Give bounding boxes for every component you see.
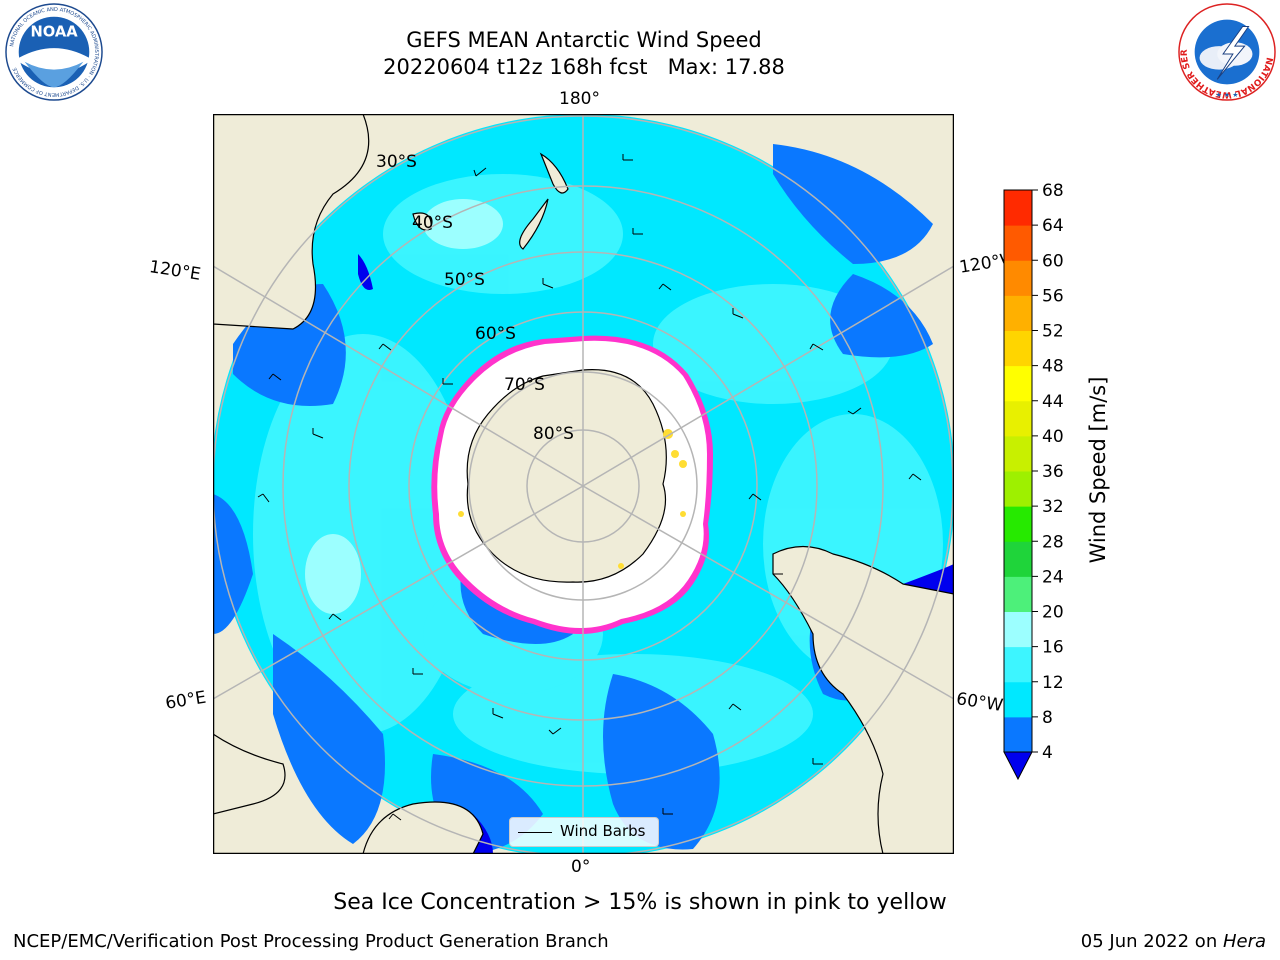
colorbar-tick-label: 44 (1042, 392, 1064, 412)
colorbar-segment (1004, 435, 1032, 472)
landmass-south-africa (362, 801, 484, 854)
lat-label-60s: 60°S (475, 324, 516, 344)
colorbar-segment (1004, 471, 1032, 507)
colorbar-segment (1004, 541, 1032, 577)
sea-ice-caption: Sea Ice Concentration > 15% is shown in … (333, 890, 947, 915)
map-border (213, 114, 954, 854)
nws-logo: NATIONAL WEATHER SERVICE ★ ★ ★ (1178, 3, 1276, 101)
colorbar-label: Wind Speed [m/s] (1086, 376, 1110, 564)
landmass-madagascar (213, 733, 286, 815)
lat-label-80s: 80°S (533, 424, 574, 444)
legend-label: Wind Barbs (560, 822, 646, 840)
footer-host: Hera (1222, 931, 1266, 952)
colorbar-segment (1004, 681, 1032, 718)
lat-label-30s: 30°S (376, 152, 417, 172)
colorbar-segment (1004, 225, 1032, 261)
colorbar-segment (1004, 190, 1032, 226)
colorbar-tick-label: 16 (1042, 638, 1064, 658)
lon-label-180: 180° (559, 89, 600, 109)
colorbar-tick-label: 52 (1042, 322, 1064, 342)
footer-date-text: 05 Jun 2022 on (1080, 931, 1223, 952)
lat-label-50s: 50°S (444, 270, 485, 290)
noaa-logo: NOAA NATIONAL OCEANIC AND ATMOSPHERIC AD… (5, 3, 103, 101)
colorbar-segment (1004, 400, 1032, 437)
colorbar-tick-label: 40 (1042, 427, 1064, 447)
legend-line-swatch (518, 832, 552, 833)
colorbar-tick-label: 4 (1042, 743, 1053, 763)
polar-map (213, 114, 954, 854)
colorbar-tick-label: 48 (1042, 357, 1064, 377)
colorbar-tick-label: 32 (1042, 497, 1064, 517)
colorbar-tick-label: 64 (1042, 216, 1064, 236)
chart-title: GEFS MEAN Antarctic Wind Speed (406, 28, 762, 52)
landmass-new-zealand-south (519, 198, 549, 250)
colorbar-segment (1004, 260, 1032, 296)
colorbar-segment (1004, 330, 1032, 367)
lat-label-40s: 40°S (412, 213, 453, 233)
colorbar-tick-label: 24 (1042, 567, 1064, 587)
colorbar-tick-label: 20 (1042, 603, 1064, 623)
landmass-new-zealand-north (539, 152, 569, 194)
svg-text:★ ★ ★: ★ ★ ★ (1216, 91, 1239, 99)
footer-date: 05 Jun 2022 on Hera (1081, 931, 1266, 952)
colorbar-tick-label: 28 (1042, 532, 1064, 552)
landmass-australia (213, 114, 370, 330)
lon-label-60e: 60°E (164, 687, 208, 714)
colorbar-segment (1004, 646, 1032, 683)
colorbar-under-arrow (1003, 751, 1033, 781)
lon-label-120e: 120°E (147, 257, 203, 285)
colorbar-tick-label: 12 (1042, 673, 1064, 693)
lat-label-70s: 70°S (504, 375, 545, 395)
colorbar-tick-label: 36 (1042, 462, 1064, 482)
noaa-logo-text: NOAA (30, 23, 78, 40)
colorbar-segment (1004, 365, 1032, 402)
colorbar-segment (1004, 576, 1032, 612)
wind-barbs (257, 154, 922, 821)
footer-credit: NCEP/EMC/Verification Post Processing Pr… (13, 931, 609, 952)
colorbar-tick-label: 8 (1042, 708, 1053, 728)
colorbar-segment (1004, 716, 1032, 753)
colorbar-tick-label: 56 (1042, 286, 1064, 306)
map-legend: Wind Barbs (509, 817, 659, 847)
landmass-tasmania (412, 212, 432, 231)
colorbar-tick-label: 68 (1042, 181, 1064, 201)
colorbar-segment (1004, 506, 1032, 542)
meridians (213, 114, 954, 854)
colorbar-segment (1004, 611, 1032, 648)
lon-label-0: 0° (571, 857, 591, 877)
landmass-south-america (772, 545, 954, 854)
colorbar-tick-label: 60 (1042, 251, 1064, 271)
colorbar-segment (1004, 295, 1032, 331)
chart-subtitle: 20220604 t12z 168h fcst Max: 17.88 (383, 55, 785, 79)
